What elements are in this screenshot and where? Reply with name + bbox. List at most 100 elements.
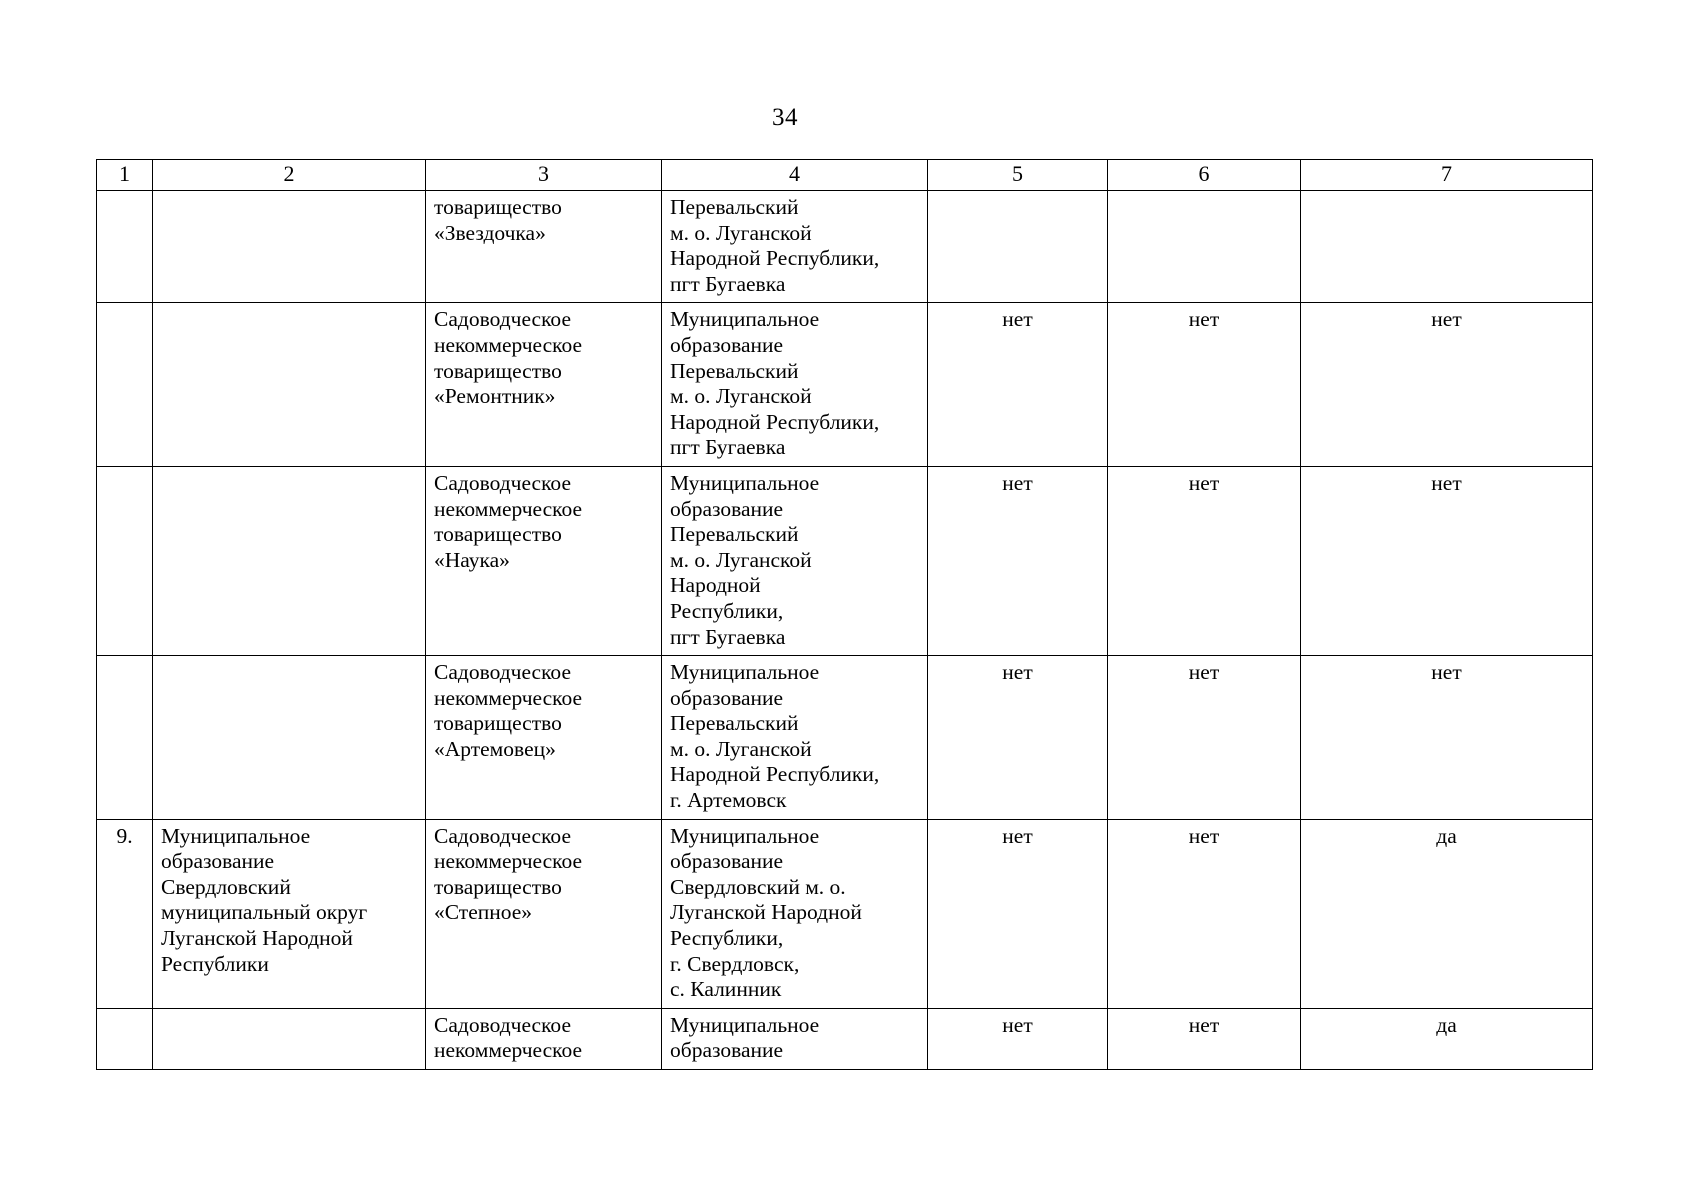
text-line: Садоводческое [434,1012,571,1037]
text-line: товарищество [434,874,562,899]
row-index-value [97,191,152,204]
text-cell-3: Садоводческое некоммерческое товарищество «… [425,818,662,1009]
text-cell-3: Садоводческое некоммерческое товарищество «… [425,302,662,467]
flag-cell-5 [927,189,1108,304]
text-line: «Наука» [434,547,510,572]
text-line: м. о. Луганской [670,220,812,245]
text-line: муниципальный округ [161,900,368,925]
flag-value-5: нет [1002,1012,1033,1037]
text-line: образование [670,332,784,357]
text-line: некоммерческое [434,496,583,521]
text-line: некоммерческое [434,1038,583,1063]
text-line: Садоводческое [434,823,571,848]
text-cell-4: Перевальский м. о. Луганской Народной Респ… [661,189,928,304]
row-index-cell [96,465,153,657]
flag-cell-5: нет [927,1007,1108,1071]
text-value-4: Муниципальное образование Перевальский м. о… [662,656,927,819]
text-value-4: Перевальский м. о. Луганской Народной Респ… [662,191,927,302]
flag-cell-6 [1107,189,1301,304]
column-header-7-label: 7 [1441,161,1452,186]
row-index-value: 9. [116,823,133,848]
column-header-1: 1 [96,159,153,191]
table-row: Садоводческое некоммерческое товарищество «… [96,465,1593,657]
flag-cell-5: нет [927,655,1108,820]
flag-cell-6: нет [1107,302,1301,467]
text-line: товарищество [434,358,562,383]
flag-value-7: нет [1431,307,1462,332]
flag-cell-6: нет [1107,655,1301,820]
text-cell-2 [152,655,426,820]
text-line: Садоводческое [434,660,571,685]
text-line: образование [161,849,275,874]
text-line: с. Калинник [670,977,782,1002]
column-header-5: 5 [927,159,1108,191]
column-header-6: 6 [1107,159,1301,191]
text-cell-4: Муниципальное образование Свердловский м. … [661,818,928,1009]
text-line: пгт Бугаевка [670,624,786,649]
text-line: Муниципальное [670,823,820,848]
text-line: Муниципальное [161,823,311,848]
text-line: Перевальский [670,195,799,219]
text-line: образование [670,496,784,521]
text-cell-2 [152,465,426,657]
text-line: пгт Бугаевка [670,435,786,460]
text-line: Муниципальное [670,307,820,332]
table-row: 9. Муниципальное образование Свердловский му… [96,818,1593,1009]
text-line: Республики, [670,598,784,623]
text-value-2 [153,303,425,316]
flag-value-7 [1301,191,1592,204]
text-value-2 [153,467,425,480]
column-header-4-label: 4 [789,161,800,186]
row-index-cell [96,1007,153,1071]
flag-value-6: нет [1188,660,1220,685]
text-line: Свердловский [161,874,291,899]
flag-cell-5: нет [927,302,1108,467]
text-cell-2 [152,189,426,304]
row-index-value [97,303,152,316]
text-cell-2 [152,302,426,467]
text-line: товарищество [434,711,562,736]
table-row: товарищество «Звездочка» Перевальский м. о.… [96,189,1593,304]
text-line: Муниципальное [670,470,820,495]
text-value-4: Муниципальное образование Свердловский м. … [662,820,927,1008]
flag-value-5: нет [1002,823,1033,848]
text-line: г. Свердловск, [670,951,800,976]
text-cell-4: Муниципальное образование Перевальский м. о… [661,655,928,820]
column-header-7: 7 [1300,159,1593,191]
text-cell-3: Садоводческое некоммерческое товарищество «… [425,465,662,657]
text-value-3: Садоводческое некоммерческое [426,1009,661,1069]
text-line: некоммерческое [434,685,583,710]
text-line: г. Артемовск [670,788,787,813]
text-line: Народной Республики, [670,246,880,271]
text-line: Садоводческое [434,307,571,332]
text-value-2 [153,1009,425,1022]
text-line: «Степное» [434,900,533,925]
text-line: м. о. Луганской [670,384,812,409]
text-line: «Ремонтник» [434,384,556,409]
text-line: Республики, [670,926,784,951]
text-line: Муниципальное [670,660,820,685]
page-number: 34 [772,104,798,131]
text-value-3: Садоводческое некоммерческое товарищество «… [426,656,661,767]
flag-cell-7: нет [1300,465,1593,657]
flag-value-6: нет [1188,1012,1220,1037]
text-cell-2: Муниципальное образование Свердловский муни… [152,818,426,1009]
text-value-2 [153,191,425,204]
text-line: образование [670,685,784,710]
text-line: образование [670,849,784,874]
text-cell-3: Садоводческое некоммерческое [425,1007,662,1071]
text-line: образование [670,1038,784,1063]
text-line: Луганской Народной [670,900,862,925]
flag-value-6 [1108,191,1300,204]
text-line: Перевальский [670,711,799,736]
flag-value-5 [928,191,1107,204]
table-row: Садоводческое некоммерческое товарищество «… [96,655,1593,820]
text-line: товарищество [434,522,562,547]
table-row: Садоводческое некоммерческое Муниципальное… [96,1007,1593,1071]
text-value-3: товарищество «Звездочка» [426,191,661,251]
column-header-2-label: 2 [283,161,295,186]
text-value-2: Муниципальное образование Свердловский муни… [153,820,425,983]
text-cell-2 [152,1007,426,1071]
text-cell-4: Муниципальное образование Перевальский м. о… [661,465,928,657]
column-header-3-label: 3 [538,161,549,186]
